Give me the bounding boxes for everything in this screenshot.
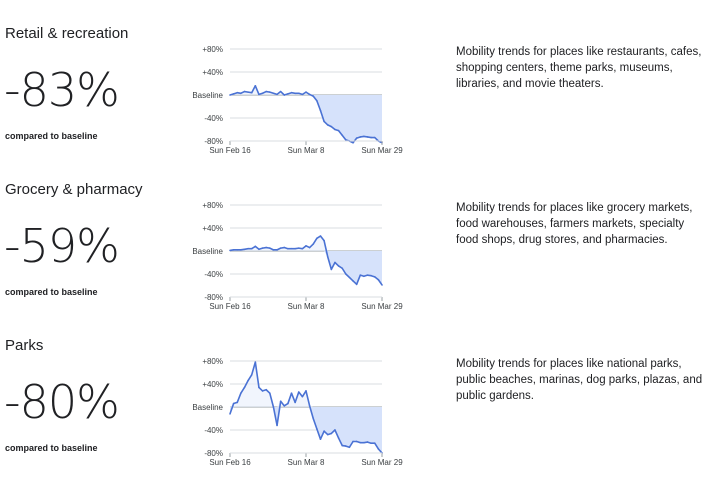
trend-line-segment	[240, 386, 246, 395]
trend-line-segment	[377, 278, 383, 286]
change-percent: -83%	[4, 63, 120, 117]
trend-line-segment	[265, 388, 271, 395]
trend-line-segment	[279, 90, 286, 96]
trend-line-segment	[272, 406, 278, 427]
trend-line-segment	[348, 440, 354, 449]
y-tick-label: -80%	[204, 137, 223, 146]
trend-line-segment	[250, 84, 257, 94]
x-tick-label: Sun Mar 8	[288, 458, 325, 467]
y-tick-label: Baseline	[192, 403, 223, 412]
trend-line-segment	[301, 390, 307, 398]
parks-section: Parks -80% compared to baseline +80% +40%…	[0, 315, 712, 471]
category-title: Retail & recreation	[5, 25, 129, 42]
trend-line-segment	[258, 386, 264, 392]
category-description: Mobility trends for places like grocery …	[456, 202, 693, 246]
trend-line-segment	[330, 261, 336, 271]
trend-line-segment	[250, 361, 257, 376]
y-tick-label: +40%	[202, 224, 223, 233]
trend-line-segment	[341, 267, 347, 275]
trend-line-segment	[308, 405, 315, 420]
x-tick-label: Sun Mar 8	[288, 146, 325, 155]
x-tick-label: Sun Feb 16	[209, 458, 251, 467]
trend-line-segment	[269, 392, 275, 408]
trend-line-segment	[290, 392, 296, 404]
trend-line-segment	[334, 261, 340, 267]
compared-label: compared to baseline	[5, 443, 98, 453]
trend-line-segment	[312, 237, 318, 245]
negative-area-fill	[230, 407, 382, 453]
trend-line-segment	[334, 429, 340, 439]
change-percent: -59%	[4, 219, 120, 273]
retail-recreation-chart: +80% +40% Baseline -40% -80%Sun Feb 16 Sun Ma…	[192, 45, 403, 155]
trend-line-segment	[355, 274, 362, 286]
trend-line-segment	[348, 276, 354, 282]
trend-line-segment	[236, 392, 242, 404]
y-tick-label: +40%	[202, 380, 223, 389]
change-percent: -80%	[4, 375, 120, 429]
x-tick-label: Sun Mar 8	[288, 302, 325, 311]
positive-area-fill	[230, 85, 382, 95]
y-tick-label: -40%	[204, 426, 223, 435]
trend-line-segment	[229, 402, 235, 415]
trend-line-segment	[312, 417, 318, 430]
category-description: Mobility trends for places like national…	[456, 358, 703, 402]
positive-area-fill	[230, 362, 382, 407]
trend-line-segment	[377, 448, 383, 454]
compared-label: compared to baseline	[5, 131, 98, 141]
y-tick-label: -80%	[204, 449, 223, 458]
trend-line-segment	[323, 239, 329, 258]
y-tick-label: Baseline	[192, 91, 223, 100]
y-tick-label: +40%	[202, 68, 223, 77]
trend-line-segment	[305, 390, 311, 407]
trend-line-segment	[323, 120, 329, 126]
y-tick-label: +80%	[202, 45, 223, 54]
trend-line-segment	[294, 391, 300, 404]
trend-line-segment	[312, 95, 318, 102]
trend-line-segment	[373, 442, 380, 450]
x-tick-label: Sun Mar 29	[361, 458, 403, 467]
trend-line-segment	[297, 391, 304, 398]
trend-line-segment	[319, 430, 325, 440]
trend-line-segment	[316, 428, 322, 440]
trend-line-segment	[352, 137, 358, 144]
x-tick-label: Sun Feb 16	[209, 302, 251, 311]
parks-chart: +80% +40% Baseline -40% -80%Sun Feb 16 Sun Ma…	[192, 357, 403, 467]
trend-line-segment	[319, 109, 325, 123]
grocery-pharmacy-section: Grocery & pharmacy -59% compared to base…	[0, 159, 712, 315]
trend-line-segment	[316, 99, 322, 112]
y-tick-label: +80%	[202, 201, 223, 210]
x-tick-label: Sun Mar 29	[361, 302, 403, 311]
y-tick-label: -80%	[204, 293, 223, 302]
retail-recreation-section: Retail & recreation -83% compared to bas…	[0, 3, 712, 159]
x-tick-label: Sun Mar 29	[361, 146, 403, 155]
trend-line-segment	[247, 373, 253, 382]
trend-line-segment	[279, 400, 286, 407]
category-description: Mobility trends for places like restaura…	[456, 46, 702, 90]
trend-line-segment	[326, 255, 333, 271]
trend-line-segment	[254, 84, 260, 96]
trend-line-segment	[323, 430, 329, 436]
negative-area-fill	[230, 95, 382, 143]
trend-line-segment	[308, 243, 315, 249]
negative-area-fill	[230, 251, 382, 285]
trend-line-segment	[337, 129, 343, 137]
trend-line-segment	[287, 392, 293, 405]
y-tick-label: -40%	[204, 114, 223, 123]
compared-label: compared to baseline	[5, 287, 98, 297]
x-tick-label: Sun Feb 16	[209, 146, 251, 155]
y-tick-label: Baseline	[192, 247, 223, 256]
trend-line-segment	[254, 361, 260, 389]
category-title: Grocery & pharmacy	[5, 181, 143, 198]
trend-line-segment	[345, 273, 351, 279]
trend-line-segment	[373, 136, 380, 142]
trend-line-segment	[276, 400, 282, 427]
trend-line-segment	[337, 437, 343, 447]
trend-line-segment	[341, 134, 347, 141]
grocery-pharmacy-chart: +80% +40% Baseline -40% -80%Sun Feb 16 Sun Ma…	[192, 201, 403, 311]
category-title: Parks	[5, 337, 44, 354]
trend-line-segment	[319, 235, 325, 242]
y-tick-label: +80%	[202, 357, 223, 366]
y-tick-label: -40%	[204, 270, 223, 279]
trend-line-segment	[243, 379, 249, 389]
